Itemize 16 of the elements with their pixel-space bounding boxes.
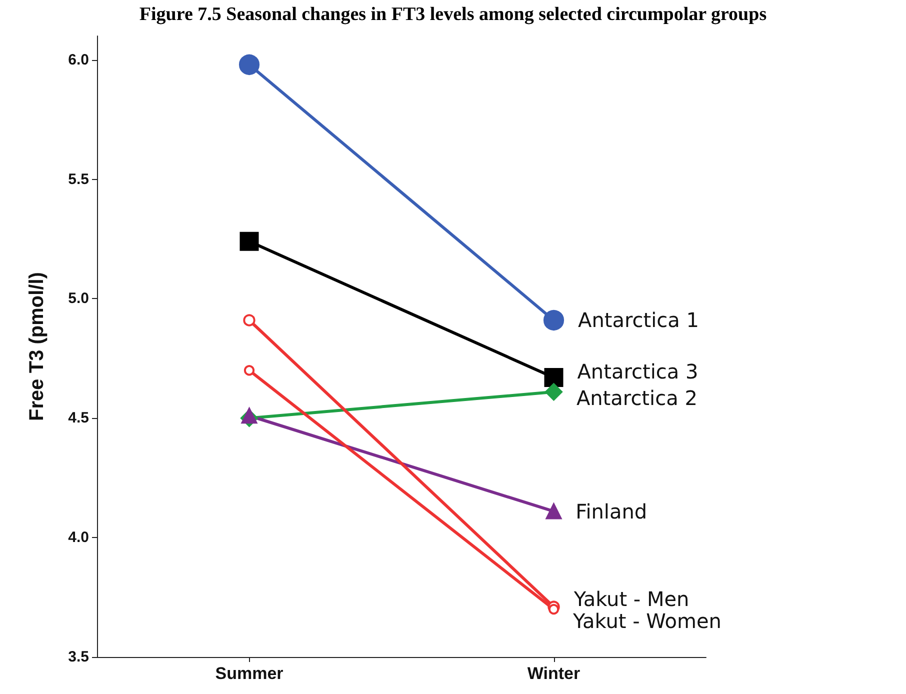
series-label: Antarctica 2 [576, 386, 698, 410]
y-tick-label: 4.5 [68, 410, 89, 427]
x-tick-label: Winter [527, 664, 580, 683]
y-tick-label: 5.5 [68, 170, 89, 188]
chart-title: Figure 7.5 Seasonal changes in FT3 levels among selected circumpolar groups [139, 4, 767, 25]
y-tick-label: 5.0 [68, 290, 89, 308]
series-label: Finland [576, 499, 648, 524]
y-tick-label: 4.0 [68, 529, 89, 546]
y-tick-label: 3.5 [68, 648, 89, 666]
series-label: Yakut - Women [572, 609, 722, 634]
series-label: Antarctica 1 [578, 308, 700, 332]
y-axis-title: Free T3 (pmol/l) [26, 272, 48, 421]
series-label: Yakut - Men [572, 586, 690, 611]
x-tick-label: Summer [215, 664, 284, 683]
series-label: Antarctica 3 [577, 360, 698, 384]
y-tick-label: 6.0 [68, 51, 89, 68]
